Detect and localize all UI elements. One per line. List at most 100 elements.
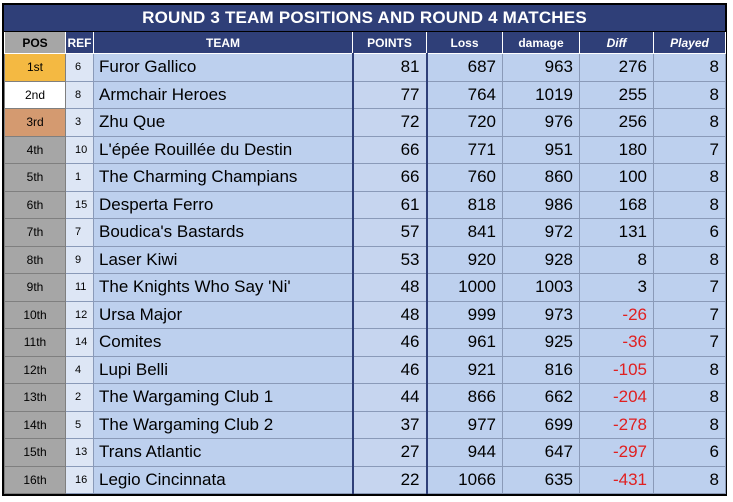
diff-cell: 100: [579, 163, 654, 192]
table-row: 16th 16 Legio Cincinnata 22 1066 635 -431 8: [4, 465, 726, 494]
table-row: 7th 7 Boudica's Bastards 57 841 972 131 6: [4, 218, 726, 247]
team-name-cell: The Wargaming Club 1: [93, 383, 353, 412]
table-row: 10th 12 Ursa Major 48 999 973 -26 7: [4, 300, 726, 329]
loss-cell: 977: [426, 410, 503, 439]
loss-cell: 760: [426, 163, 503, 192]
team-name-cell: Laser Kiwi: [93, 245, 353, 274]
played-cell: 8: [653, 163, 726, 192]
diff-cell: -278: [579, 410, 654, 439]
position-cell: 4th: [4, 135, 66, 164]
points-cell: 46: [351, 328, 428, 357]
damage-cell: 951: [502, 135, 580, 164]
loss-cell: 1000: [426, 273, 503, 302]
header-diff: Diff: [579, 32, 654, 54]
position-cell: 12th: [4, 355, 66, 384]
diff-cell: 255: [579, 80, 654, 109]
played-cell: 8: [653, 465, 726, 494]
played-cell: 8: [653, 410, 726, 439]
table-row: 2nd 8 Armchair Heroes 77 764 1019 255 8: [4, 80, 726, 109]
loss-cell: 921: [426, 355, 503, 384]
loss-cell: 764: [426, 80, 503, 109]
table-row: 5th 1 The Charming Champians 66 760 860 100 8: [4, 163, 726, 192]
table-title: ROUND 3 TEAM POSITIONS AND ROUND 4 MATCH…: [4, 5, 725, 32]
ref-cell: 11: [65, 273, 94, 302]
played-cell: 7: [653, 300, 726, 329]
points-cell: 66: [351, 135, 428, 164]
points-cell: 44: [351, 383, 428, 412]
diff-cell: 168: [579, 190, 654, 219]
diff-cell: -36: [579, 328, 654, 357]
diff-cell: 276: [579, 53, 654, 82]
team-name-cell: Legio Cincinnata: [93, 465, 353, 494]
points-cell: 53: [351, 245, 428, 274]
points-cell: 46: [351, 355, 428, 384]
damage-cell: 635: [502, 465, 580, 494]
table-row: 6th 15 Desperta Ferro 61 818 986 168 8: [4, 190, 726, 219]
played-cell: 8: [653, 245, 726, 274]
played-cell: 8: [653, 383, 726, 412]
position-cell: 16th: [4, 465, 66, 494]
diff-cell: -26: [579, 300, 654, 329]
position-cell: 14th: [4, 410, 66, 439]
diff-cell: 180: [579, 135, 654, 164]
team-name-cell: Zhu Que: [93, 108, 353, 137]
damage-cell: 647: [502, 438, 580, 467]
position-cell: 6th: [4, 190, 66, 219]
team-name-cell: The Knights Who Say 'Ni': [93, 273, 353, 302]
position-cell: 13th: [4, 383, 66, 412]
loss-cell: 1066: [426, 465, 503, 494]
damage-cell: 662: [502, 383, 580, 412]
loss-cell: 720: [426, 108, 503, 137]
ref-cell: 9: [65, 245, 94, 274]
points-cell: 72: [351, 108, 428, 137]
position-cell: 1st: [4, 53, 66, 82]
team-name-cell: Lupi Belli: [93, 355, 353, 384]
team-name-cell: L'épée Rouillée du Destin: [93, 135, 353, 164]
ref-cell: 2: [65, 383, 94, 412]
diff-cell: -431: [579, 465, 654, 494]
points-cell: 48: [351, 300, 428, 329]
damage-cell: 972: [502, 218, 580, 247]
damage-cell: 925: [502, 328, 580, 357]
damage-cell: 976: [502, 108, 580, 137]
position-cell: 11th: [4, 328, 66, 357]
loss-cell: 944: [426, 438, 503, 467]
header-points: POINTS: [352, 32, 427, 54]
played-cell: 6: [653, 218, 726, 247]
position-cell: 7th: [4, 218, 66, 247]
loss-cell: 841: [426, 218, 503, 247]
diff-cell: -204: [579, 383, 654, 412]
position-cell: 2nd: [4, 80, 66, 109]
points-cell: 37: [351, 410, 428, 439]
points-cell: 48: [351, 273, 428, 302]
team-name-cell: Ursa Major: [93, 300, 353, 329]
diff-cell: -297: [579, 438, 654, 467]
team-name-cell: Trans Atlantic: [93, 438, 353, 467]
diff-cell: 3: [579, 273, 654, 302]
damage-cell: 860: [502, 163, 580, 192]
ref-cell: 14: [65, 328, 94, 357]
diff-cell: 131: [579, 218, 654, 247]
team-name-cell: The Wargaming Club 2: [93, 410, 353, 439]
damage-cell: 928: [502, 245, 580, 274]
ref-cell: 5: [65, 410, 94, 439]
table-row: 14th 5 The Wargaming Club 2 37 977 699 -278 8: [4, 410, 726, 439]
diff-cell: 8: [579, 245, 654, 274]
table-row: 11th 14 Comites 46 961 925 -36 7: [4, 328, 726, 357]
played-cell: 8: [653, 80, 726, 109]
team-name-cell: The Charming Champians: [93, 163, 353, 192]
played-cell: 7: [653, 273, 726, 302]
played-cell: 6: [653, 438, 726, 467]
damage-cell: 973: [502, 300, 580, 329]
diff-cell: -105: [579, 355, 654, 384]
table-row: 8th 9 Laser Kiwi 53 920 928 8 8: [4, 245, 726, 274]
loss-cell: 866: [426, 383, 503, 412]
table-row: 1st 6 Furor Gallico 81 687 963 276 8: [4, 53, 726, 82]
loss-cell: 771: [426, 135, 503, 164]
table-row: 3rd 3 Zhu Que 72 720 976 256 8: [4, 108, 726, 137]
points-cell: 61: [351, 190, 428, 219]
points-cell: 66: [351, 163, 428, 192]
played-cell: 7: [653, 135, 726, 164]
table-row: 13th 2 The Wargaming Club 1 44 866 662 -204 8: [4, 383, 726, 412]
header-ref: REF: [65, 32, 94, 54]
